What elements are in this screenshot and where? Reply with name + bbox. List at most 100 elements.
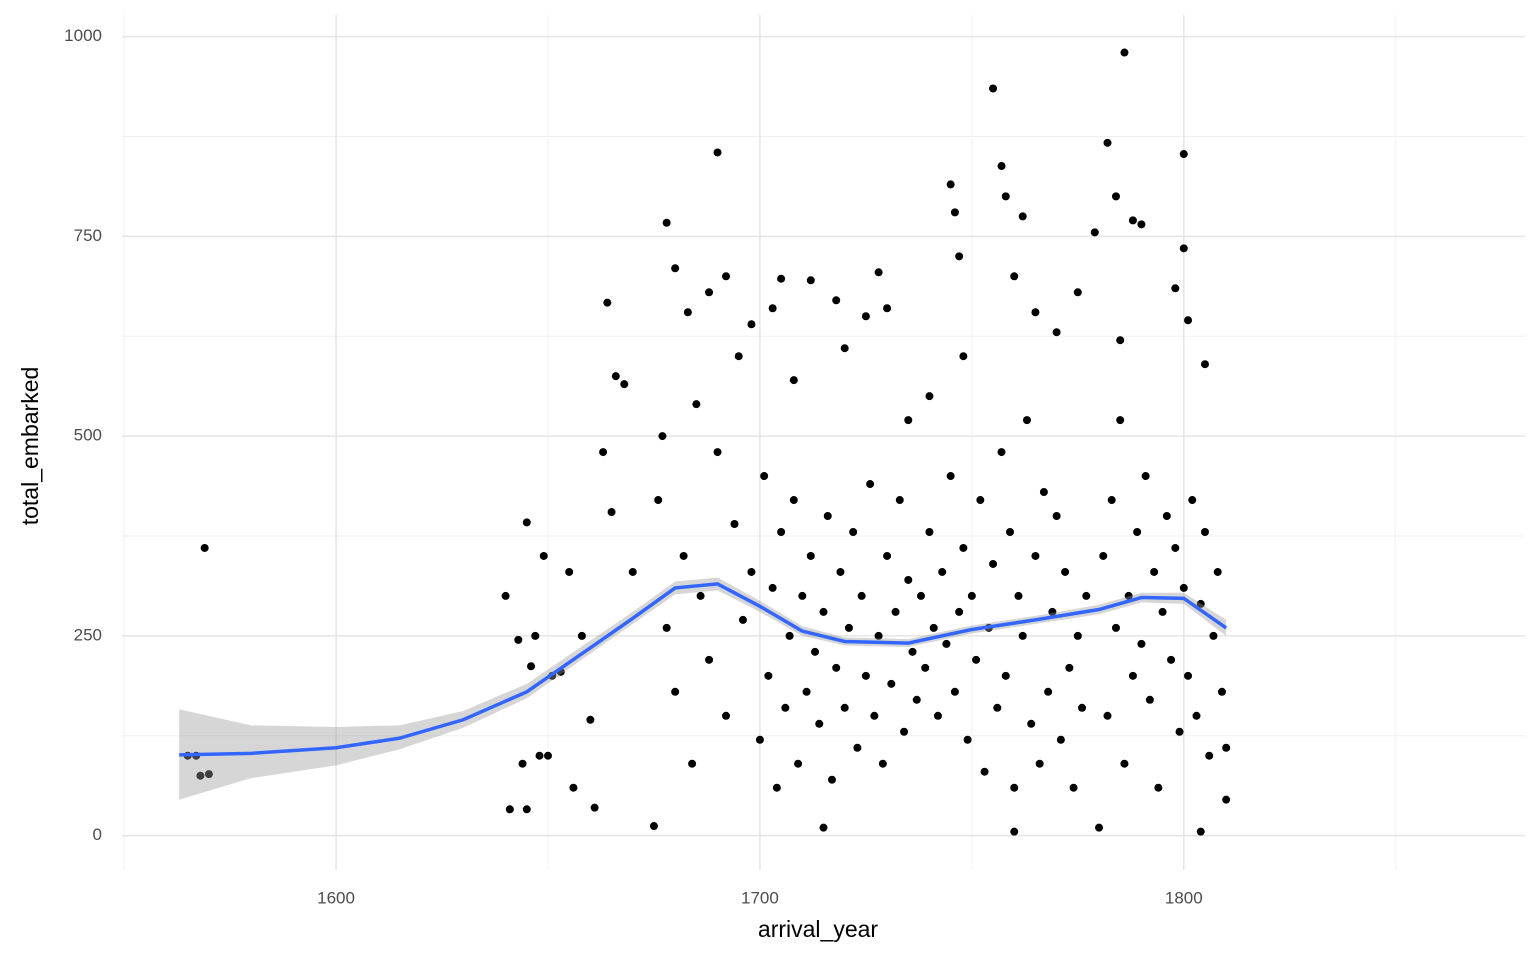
point [1209, 631, 1218, 640]
point [1107, 496, 1116, 505]
point [1111, 192, 1120, 201]
point [522, 805, 531, 814]
point [785, 631, 794, 640]
point [1217, 687, 1226, 696]
point [857, 591, 866, 600]
y-tick-label: 1000 [64, 26, 102, 45]
point [535, 751, 544, 760]
point [1179, 150, 1188, 159]
point [946, 180, 955, 189]
point [811, 647, 820, 656]
point [853, 743, 862, 752]
point [980, 767, 989, 776]
point [679, 551, 688, 560]
point [1137, 220, 1146, 229]
point [933, 711, 942, 720]
point [1018, 212, 1027, 221]
y-tick-label: 750 [74, 226, 102, 245]
point [1184, 671, 1193, 680]
point [883, 304, 892, 313]
point [1133, 527, 1142, 536]
point [705, 655, 714, 664]
point [713, 448, 722, 457]
point [577, 631, 586, 640]
point [1099, 551, 1108, 560]
point [1001, 671, 1010, 680]
point [1120, 48, 1129, 57]
point [734, 352, 743, 361]
point [1006, 527, 1015, 536]
point [1200, 360, 1209, 369]
point [611, 372, 620, 381]
point [755, 735, 764, 744]
point [1188, 496, 1197, 505]
point [1052, 512, 1061, 521]
point [200, 543, 209, 552]
point [887, 679, 896, 688]
point [1095, 823, 1104, 832]
point [1184, 316, 1193, 325]
point [781, 703, 790, 712]
point [1145, 695, 1154, 704]
point [760, 472, 769, 481]
point [925, 392, 934, 401]
point [1167, 655, 1176, 664]
point [993, 703, 1002, 712]
point [1120, 759, 1129, 768]
point [836, 567, 845, 576]
point [819, 607, 828, 616]
point [1103, 138, 1112, 147]
point [747, 567, 756, 576]
point [1162, 512, 1171, 521]
y-tick-label: 500 [74, 426, 102, 445]
point [963, 735, 972, 744]
point [1192, 711, 1201, 720]
x-axis-title: arrival_year [758, 916, 878, 942]
point [1082, 591, 1091, 600]
point [654, 496, 663, 505]
point [1001, 192, 1010, 201]
point [955, 607, 964, 616]
point [649, 822, 658, 831]
point [1078, 703, 1087, 712]
point [815, 719, 824, 728]
point [565, 567, 574, 576]
point [895, 496, 904, 505]
y-tick-label: 250 [74, 625, 102, 644]
point [196, 771, 205, 780]
point [777, 274, 786, 283]
point [1061, 567, 1070, 576]
point [989, 559, 998, 568]
point [1175, 727, 1184, 736]
point [904, 416, 913, 425]
y-axis-title: total_embarked [17, 367, 43, 526]
point [840, 344, 849, 353]
point [916, 591, 925, 600]
point [912, 695, 921, 704]
point [1124, 591, 1133, 600]
point [959, 352, 968, 361]
point [1031, 551, 1040, 560]
point [967, 591, 976, 600]
confidence-band [179, 577, 1227, 800]
point [1196, 827, 1205, 836]
point [531, 631, 540, 640]
point [950, 208, 959, 217]
point [840, 703, 849, 712]
point [1200, 527, 1209, 536]
point [802, 687, 811, 696]
point [1014, 591, 1023, 600]
point [1154, 783, 1163, 792]
point [730, 520, 739, 529]
point [1128, 671, 1137, 680]
point [789, 496, 798, 505]
point [950, 687, 959, 696]
point [692, 400, 701, 409]
point [764, 671, 773, 680]
point [1171, 284, 1180, 293]
point [874, 268, 883, 277]
point [1010, 827, 1019, 836]
point [997, 448, 1006, 457]
point [569, 783, 578, 792]
point [806, 276, 815, 285]
